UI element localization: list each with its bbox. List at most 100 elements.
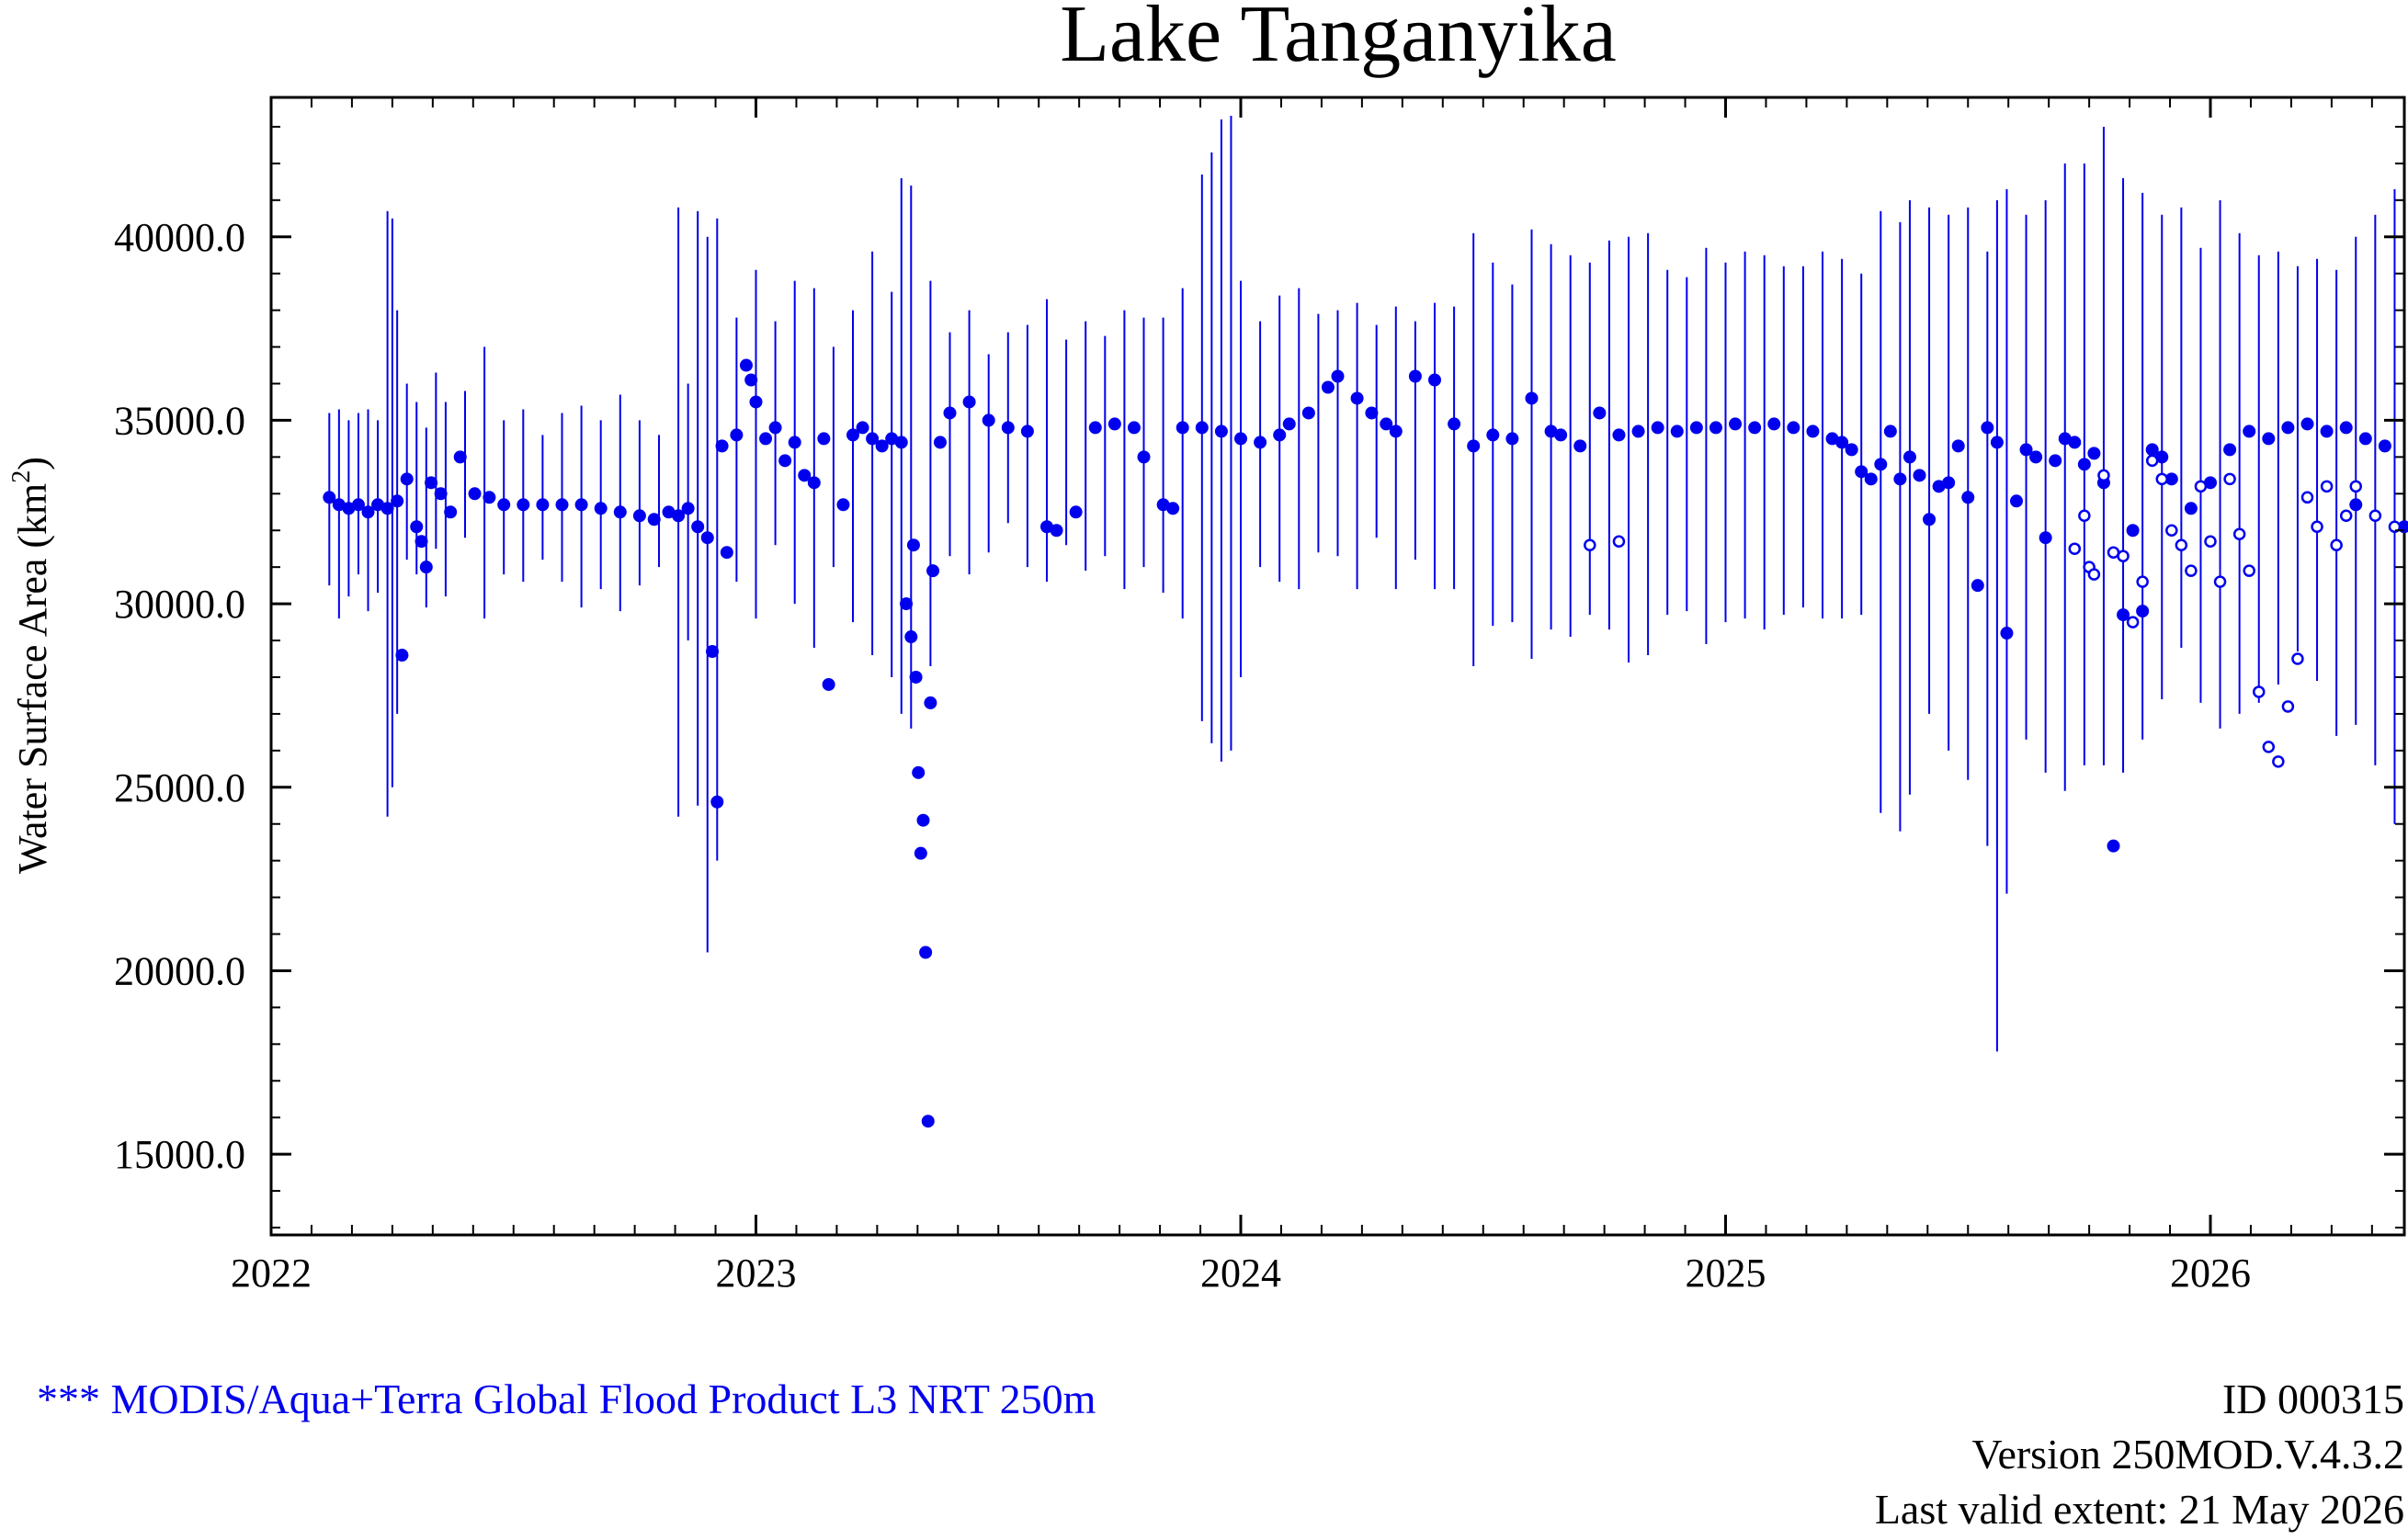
last-valid-extent: Last valid extent: 21 May 2026 [1874, 1486, 2404, 1533]
data-point [2349, 498, 2363, 512]
data-point [1670, 425, 1684, 438]
data-point [866, 432, 880, 446]
data-point [1971, 579, 1984, 593]
data-point [483, 491, 496, 504]
x-axis-labels: 2022 2023 2024 2025 2026 [231, 1251, 2251, 1296]
x-tick-label: 2023 [716, 1251, 797, 1296]
y-axis-label-text: Water Surface Area (km [10, 483, 55, 874]
data-point [759, 432, 773, 446]
data-point [2184, 502, 2198, 515]
data-point [1612, 428, 1626, 442]
y-tick-label: 30000.0 [114, 582, 245, 627]
data-point [768, 421, 782, 435]
data-point-open [2339, 509, 2353, 523]
data-point [1050, 524, 1063, 538]
data-point [1195, 421, 1209, 435]
data-point [846, 428, 859, 442]
data-point [1166, 502, 1180, 515]
data-point-open [2175, 538, 2188, 551]
data-point [574, 498, 588, 512]
data-point [2087, 447, 2101, 460]
data-point [1214, 425, 1228, 438]
data-point [1176, 421, 1189, 435]
data-point [2339, 421, 2353, 435]
data-point [739, 358, 753, 372]
data-point-open [2194, 480, 2208, 493]
plot-area [269, 96, 2408, 1237]
data-point [497, 498, 511, 512]
data-point [700, 531, 714, 545]
data-point-open [2155, 472, 2168, 486]
data-point-open [2388, 520, 2402, 533]
data-point [912, 765, 926, 779]
data-point [1893, 472, 1907, 486]
data-point-open [2223, 472, 2236, 486]
data-point [468, 487, 482, 501]
data-point [1942, 476, 1956, 490]
error-bars [328, 115, 2396, 1052]
data-point [2029, 450, 2043, 464]
data-point [1767, 417, 1781, 431]
data-point [1505, 432, 1519, 446]
data-point [410, 520, 424, 534]
y-axis-label-close: ) [10, 457, 55, 470]
data-point-open [2281, 700, 2295, 713]
data-point [1137, 450, 1151, 464]
data-point [1234, 432, 1247, 446]
data-point [1864, 472, 1878, 486]
data-point [906, 538, 920, 552]
data-point [1990, 436, 2004, 449]
data-point [2136, 605, 2150, 618]
data-point-open [2291, 652, 2304, 665]
product-version: Version 250MOD.V.4.3.2 [1971, 1431, 2404, 1478]
data-point [681, 502, 695, 515]
data-point [1273, 428, 1287, 442]
data-point-open [2087, 568, 2101, 581]
data-point [919, 946, 933, 959]
data-point [2019, 443, 2033, 457]
data-point [434, 487, 448, 501]
data-point [2049, 454, 2062, 468]
data-point-open [2213, 575, 2227, 588]
data-point [2068, 436, 2082, 449]
data-point [2358, 432, 2372, 446]
data-point [778, 454, 792, 468]
data-point [2378, 439, 2391, 453]
data-point [2281, 421, 2295, 435]
data-point [1845, 443, 1858, 457]
data-point [517, 498, 530, 512]
data-point [1748, 421, 1762, 435]
data-point [710, 795, 724, 809]
data-point [1806, 425, 1820, 438]
data-point [1913, 469, 1926, 482]
data-point [1350, 391, 1364, 405]
data-point [856, 421, 869, 435]
data-point [2077, 458, 2091, 471]
data-point [926, 564, 940, 578]
x-tick-label: 2026 [2170, 1251, 2251, 1296]
data-point [1069, 505, 1083, 519]
data-point-open [2145, 454, 2159, 468]
data-point [1389, 425, 1403, 438]
data-point-open [2078, 509, 2091, 523]
data-point [2300, 417, 2314, 431]
data-point [1689, 421, 1703, 435]
data-point [555, 498, 569, 512]
data-point [909, 670, 923, 684]
data-point [647, 513, 661, 527]
data-point [425, 476, 438, 490]
data-point [1525, 391, 1539, 405]
data-point [1448, 417, 1461, 431]
data-point [836, 498, 850, 512]
data-point [2010, 494, 2023, 508]
data-point-open [2300, 491, 2314, 504]
data-point [798, 469, 812, 482]
data-point-open [2204, 535, 2217, 548]
data-point [1020, 425, 1034, 438]
data-point-open [2272, 755, 2285, 768]
data-point [2243, 425, 2256, 438]
data-point-open [2165, 524, 2178, 537]
data-point [536, 498, 550, 512]
data-point [2126, 524, 2140, 538]
data-point [1331, 369, 1345, 383]
